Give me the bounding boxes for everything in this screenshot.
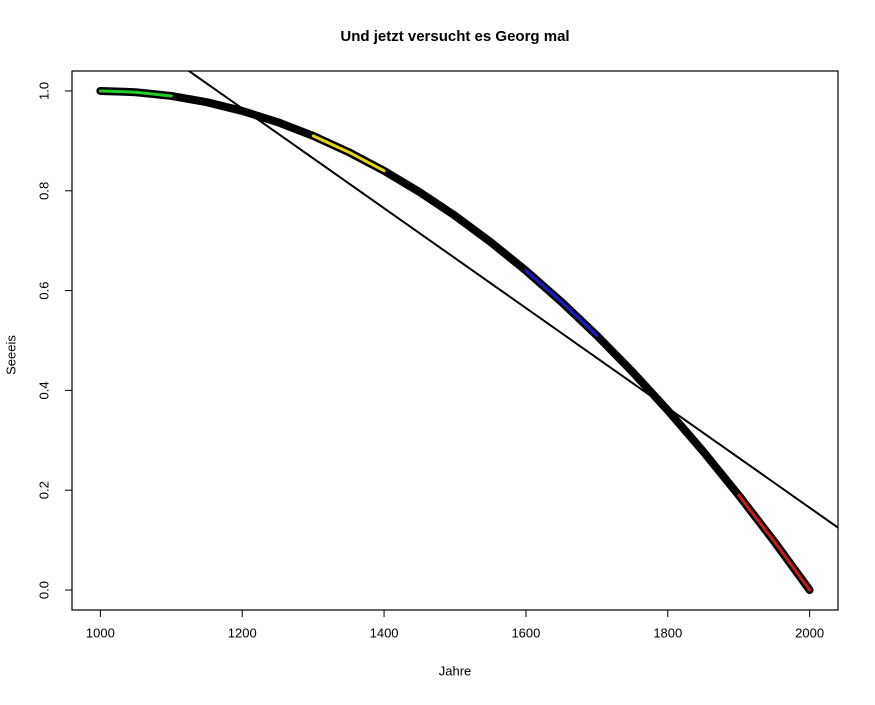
x-tick-label: 2000 [795,625,824,640]
y-axis-label: Seeeis [3,335,18,375]
y-tick-label: 0.6 [36,282,51,300]
data-line [737,493,812,592]
y-tick-label: 0.0 [36,581,51,599]
x-tick-label: 1200 [228,625,257,640]
x-tick-label: 1400 [370,625,399,640]
plot-area [96,71,838,595]
data-line [98,89,173,98]
y-tick-label: 0.4 [36,381,51,399]
data-line [96,86,814,595]
x-tick-label: 1800 [653,625,682,640]
x-axis-label: Jahre [439,663,472,678]
data-line [524,269,599,338]
y-tick-label: 0.8 [36,182,51,200]
y-tick-label: 0.2 [36,481,51,499]
data-line [188,71,838,529]
x-tick-label: 1600 [511,625,540,640]
plot-frame [71,70,839,611]
chart-title: Und jetzt versucht es Georg mal [340,28,569,45]
x-tick-label: 1000 [86,625,115,640]
y-tick-label: 1.0 [36,82,51,100]
data-line [311,134,386,173]
